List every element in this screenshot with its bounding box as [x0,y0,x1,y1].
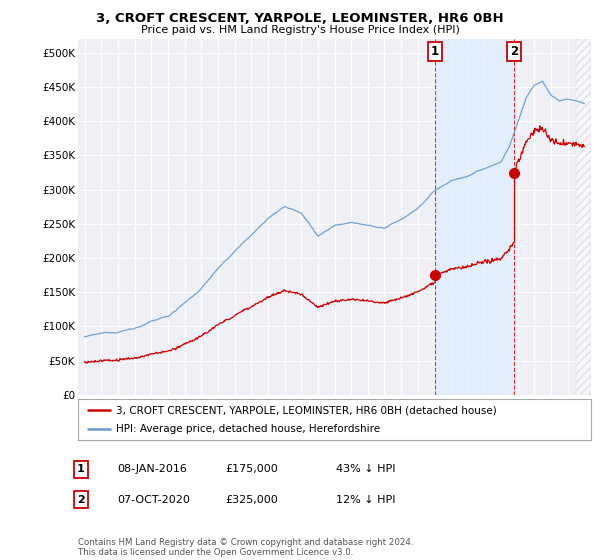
Text: 1: 1 [77,464,85,474]
Bar [435,39,514,395]
Text: £175,000: £175,000 [225,464,278,474]
Bar [576,39,591,395]
Text: 08-JAN-2016: 08-JAN-2016 [117,464,187,474]
Text: 07-OCT-2020: 07-OCT-2020 [117,494,190,505]
Text: 2: 2 [510,45,518,58]
Text: HPI: Average price, detached house, Herefordshire: HPI: Average price, detached house, Here… [116,424,380,433]
Text: 2: 2 [77,494,85,505]
Text: 12% ↓ HPI: 12% ↓ HPI [336,494,395,505]
Text: 3, CROFT CRESCENT, YARPOLE, LEOMINSTER, HR6 0BH (detached house): 3, CROFT CRESCENT, YARPOLE, LEOMINSTER, … [116,405,497,415]
Text: 43% ↓ HPI: 43% ↓ HPI [336,464,395,474]
Text: Price paid vs. HM Land Registry's House Price Index (HPI): Price paid vs. HM Land Registry's House … [140,25,460,35]
Text: 1: 1 [431,45,439,58]
Text: Contains HM Land Registry data © Crown copyright and database right 2024.
This d: Contains HM Land Registry data © Crown c… [78,538,413,557]
Text: £325,000: £325,000 [225,494,278,505]
Text: 3, CROFT CRESCENT, YARPOLE, LEOMINSTER, HR6 0BH: 3, CROFT CRESCENT, YARPOLE, LEOMINSTER, … [96,12,504,25]
